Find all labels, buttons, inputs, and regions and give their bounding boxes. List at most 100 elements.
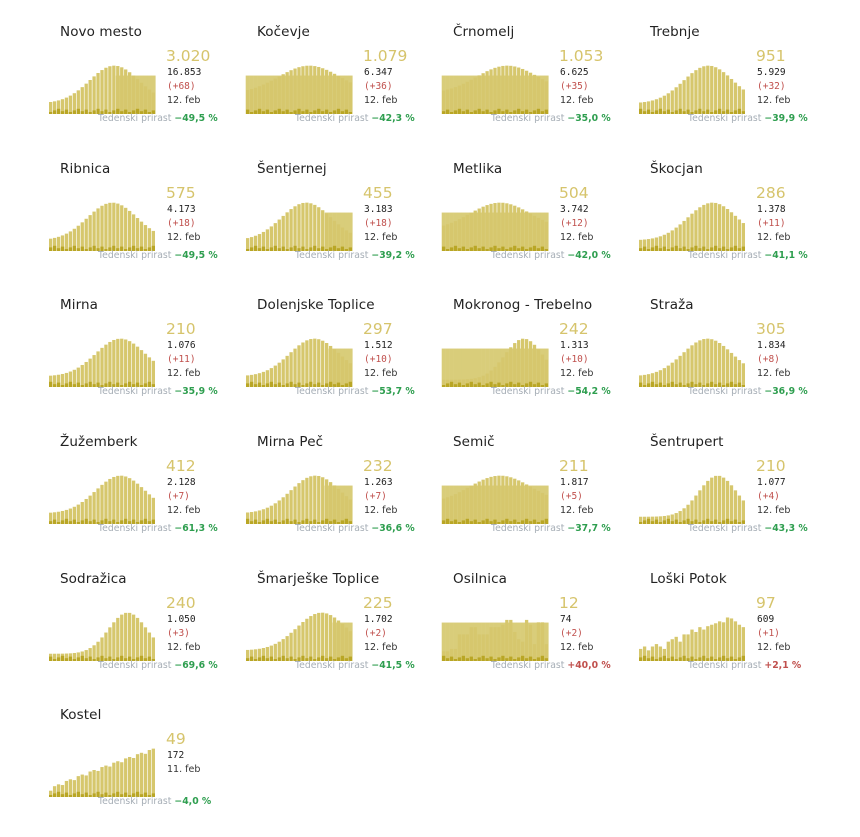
total-cases: 1.702 — [364, 614, 393, 625]
spark-bar-new — [309, 656, 313, 661]
municipality-name: Mirna Peč — [257, 434, 324, 450]
spark-bar-new — [489, 247, 493, 251]
spark-bar-new — [92, 793, 96, 797]
spark-bar — [135, 79, 140, 114]
spark-bar — [151, 637, 155, 661]
spark-bar-new — [269, 521, 273, 524]
shaded-block — [449, 348, 454, 387]
active-cases: 211 — [559, 457, 589, 475]
spark-bar — [289, 632, 293, 661]
spark-bar — [453, 494, 458, 524]
spark-bar — [321, 68, 325, 114]
spark-bar — [536, 490, 541, 524]
spark-bar — [261, 371, 266, 387]
spark-bar-new — [253, 384, 258, 387]
spark-bar — [143, 353, 148, 387]
spark-bar-new — [481, 111, 485, 114]
weekly-growth: Tedenski prirast −35,0 % — [491, 113, 611, 124]
spark-bar-new — [124, 109, 128, 114]
spark-bar-new — [540, 111, 545, 114]
spark-bar-new — [650, 521, 655, 524]
spark-bar-new — [714, 110, 718, 114]
municipality-card: Šmarješke Toplice 225 1.702 (+2) 12. feb Tede… — [245, 571, 415, 701]
spark-bar — [128, 210, 132, 251]
spark-bar-new — [509, 247, 513, 251]
weekly-growth: Tedenski prirast +40,0 % — [491, 660, 611, 671]
weekly-growth-label: Tedenski prirast — [688, 113, 762, 124]
spark-bar-new — [694, 519, 698, 524]
spark-bar-new — [49, 656, 53, 661]
spark-bar — [485, 478, 489, 524]
spark-bar-new — [524, 109, 529, 114]
spark-bar — [469, 212, 473, 251]
spark-bar-new — [289, 247, 293, 251]
spark-bar — [249, 88, 254, 114]
spark-bar — [721, 477, 726, 524]
spark-bar-new — [449, 381, 454, 387]
spark-bar — [269, 80, 273, 114]
spark-bar — [131, 214, 136, 251]
spark-bar-new — [682, 246, 686, 251]
spark-bar-new — [524, 518, 529, 524]
spark-bar — [706, 480, 710, 524]
spark-bar — [100, 205, 104, 251]
weekly-growth: Tedenski prirast −61,3 % — [98, 523, 218, 534]
spark-bar — [489, 69, 493, 114]
spark-bar-new — [80, 520, 84, 524]
spark-bar-new — [639, 522, 643, 524]
spark-bar-new — [257, 248, 262, 251]
spark-bar — [710, 624, 714, 661]
spark-bar — [642, 374, 647, 387]
spark-bar — [536, 349, 541, 387]
spark-bar — [524, 619, 529, 661]
spark-bar-new — [277, 248, 281, 251]
spark-bar-new — [501, 385, 505, 387]
spark-bar-new — [131, 659, 136, 661]
spark-bar-new — [332, 245, 337, 251]
spark-bar-new — [698, 108, 702, 114]
spark-bar — [473, 378, 477, 387]
spark-bar-new — [340, 246, 345, 251]
spark-bar-new — [348, 247, 352, 251]
spark-bar — [269, 368, 273, 387]
spark-bar — [135, 483, 140, 524]
spark-bar — [289, 352, 293, 387]
spark-bar — [650, 373, 655, 387]
spark-bar-new — [317, 657, 321, 661]
spark-bar — [721, 72, 726, 114]
weekly-growth-value: −39,2 % — [371, 250, 415, 261]
spark-bar-new — [477, 657, 481, 661]
date-label: 12. feb — [757, 368, 791, 379]
spark-bar-new — [128, 381, 132, 387]
date-label: 12. feb — [364, 368, 398, 379]
spark-bar — [88, 80, 92, 114]
sparkline-chart — [49, 65, 156, 114]
spark-bar — [49, 512, 53, 524]
spark-bar-new — [293, 110, 297, 114]
spark-bar — [540, 79, 545, 114]
spark-bar — [662, 95, 666, 114]
spark-bar — [100, 767, 104, 797]
spark-bar-new — [301, 655, 305, 661]
total-cases: 2.128 — [167, 477, 196, 488]
spark-bar — [646, 374, 651, 387]
spark-bar — [147, 89, 152, 114]
spark-bar-new — [64, 249, 69, 251]
spark-bar — [710, 477, 714, 524]
shaded-block — [544, 622, 549, 661]
spark-bar — [445, 497, 450, 524]
spark-bar — [257, 510, 262, 524]
spark-bar — [340, 356, 345, 387]
spark-bar — [646, 650, 651, 661]
spark-bar-new — [741, 385, 745, 387]
spark-bar — [135, 754, 140, 797]
spark-bar — [694, 70, 698, 114]
weekly-growth: Tedenski prirast −41,1 % — [688, 250, 808, 261]
shaded-block — [441, 622, 446, 661]
spark-bar-new — [729, 656, 734, 661]
spark-bar-new — [465, 383, 469, 387]
spark-bar-new — [112, 384, 116, 387]
spark-bar — [733, 356, 738, 387]
weekly-growth-value: −41,1 % — [764, 250, 808, 261]
spark-bar-new — [76, 382, 80, 387]
